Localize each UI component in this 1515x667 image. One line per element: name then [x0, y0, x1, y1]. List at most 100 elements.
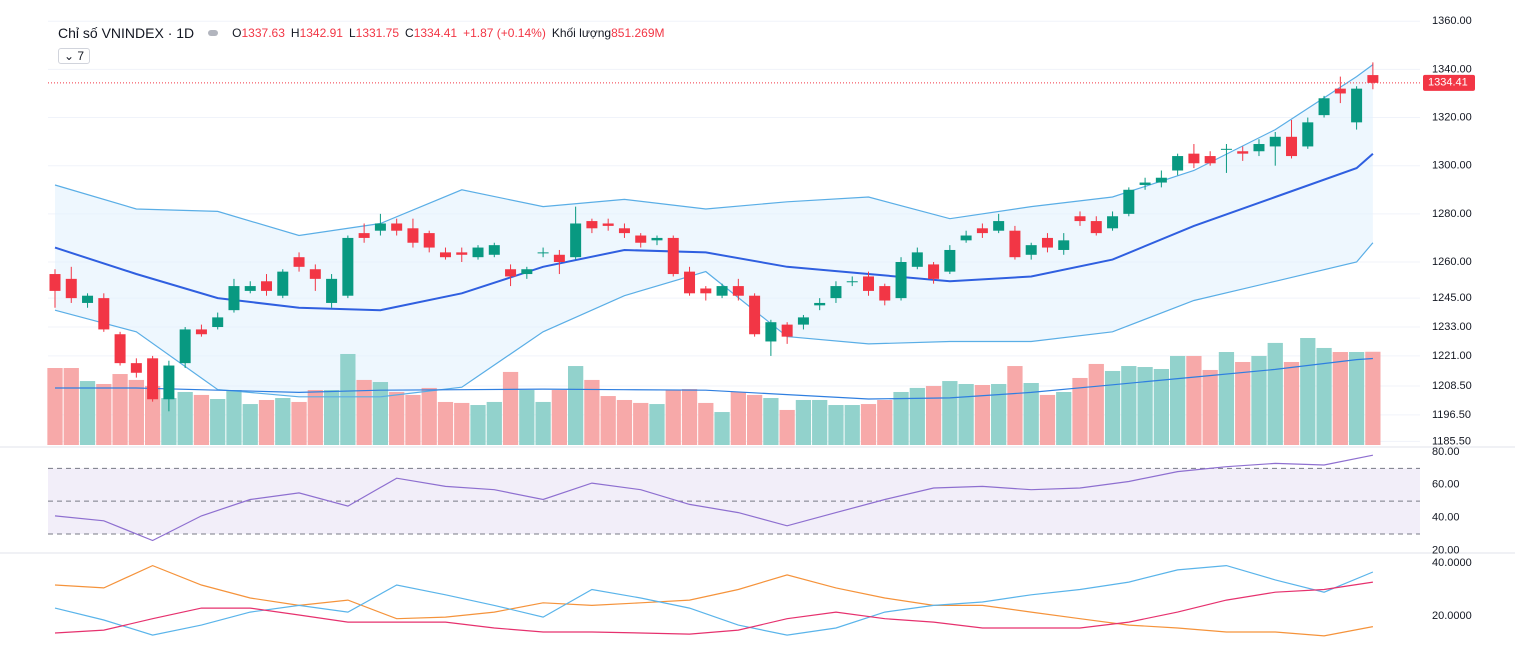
candle-body — [1074, 216, 1086, 222]
volume-bar — [893, 391, 909, 445]
volume-bar — [486, 401, 502, 445]
candle-body — [895, 262, 907, 299]
ohlc-key: O — [232, 26, 242, 40]
candle-body — [944, 249, 956, 272]
volume-bar — [128, 379, 144, 445]
volume-bar — [470, 405, 486, 445]
y-tick-label: 1320.00 — [1432, 111, 1472, 123]
candle-body — [618, 228, 630, 234]
candle-body — [863, 276, 874, 291]
ohlc-value: 1342.91 — [299, 26, 343, 40]
candle-body — [65, 278, 77, 299]
candle-body — [911, 252, 923, 267]
candle-body — [700, 288, 712, 294]
candle-body — [456, 252, 468, 255]
volume-bar — [1007, 366, 1023, 445]
candle-body — [846, 281, 858, 283]
candle-body — [716, 286, 728, 296]
y-tick-label: 60.00 — [1432, 479, 1460, 491]
y-tick-label: 1233.00 — [1432, 321, 1472, 333]
indicator-toggle[interactable]: ⌄ 7 — [58, 48, 91, 64]
candle-body — [1367, 75, 1379, 83]
volume-bar — [161, 398, 177, 445]
candle-body — [570, 223, 582, 258]
candle-body — [472, 247, 484, 258]
volume-bar — [437, 401, 454, 445]
volume-bar — [1072, 377, 1088, 445]
candle-body — [49, 274, 61, 291]
volume-bar — [860, 404, 877, 445]
candle-body — [505, 269, 517, 277]
volume-bar — [96, 383, 112, 445]
candle-body — [781, 324, 793, 337]
indicator-line — [54, 564, 1374, 636]
candle-body — [960, 235, 972, 241]
volume-bar — [535, 401, 551, 445]
volume-key: Khối lượng — [551, 26, 612, 40]
candle-body — [326, 278, 338, 303]
candle-body — [1139, 182, 1151, 185]
candle-body — [765, 322, 777, 342]
lower-line — [54, 242, 1374, 398]
volume-bar — [925, 385, 942, 445]
y-tick-label: 1360.00 — [1432, 15, 1472, 27]
candle-body — [976, 228, 988, 234]
candle-body — [1351, 88, 1363, 123]
candle-body — [439, 252, 451, 258]
candle-body — [1204, 156, 1216, 164]
y-tick-label: 1245.00 — [1432, 292, 1472, 304]
candle-body — [1220, 148, 1232, 150]
volume-bar — [844, 405, 860, 445]
candle-body — [1172, 156, 1184, 171]
last-price-label: 1334.41 — [1428, 77, 1468, 89]
volume-bar — [291, 401, 307, 445]
volume-bar — [258, 399, 275, 445]
candle-body — [1237, 151, 1249, 154]
candle-body — [651, 237, 663, 241]
volume-bar — [421, 387, 437, 445]
candle-body — [1009, 230, 1021, 258]
candle-body — [423, 233, 435, 248]
last-price-box — [1423, 74, 1475, 91]
volume-bar — [779, 409, 795, 445]
candle-body — [1318, 98, 1330, 116]
volume-bar — [763, 398, 779, 445]
volume-bar — [1153, 368, 1169, 445]
volume-bar — [47, 368, 63, 445]
volume-bar — [1202, 369, 1218, 445]
volume-bar — [1023, 383, 1039, 445]
volume-bar — [356, 379, 372, 445]
volume-bar — [1121, 366, 1137, 445]
candle-body — [1334, 88, 1346, 94]
volume-bar — [795, 399, 812, 445]
y-tick-label: 20.0000 — [1432, 610, 1472, 622]
volume-bar — [1056, 391, 1072, 445]
volume-bar — [746, 394, 763, 445]
volume-bar — [1104, 370, 1121, 445]
ohlc-value: 1331.75 — [355, 26, 400, 40]
candle-body — [1188, 153, 1200, 164]
volume-bar — [112, 374, 128, 445]
volume-bar — [79, 381, 96, 445]
volume-bar — [665, 390, 681, 445]
volume-bar — [275, 398, 291, 445]
volume-bar — [1137, 367, 1153, 445]
volume-bar — [1186, 355, 1202, 445]
candle-body — [488, 245, 500, 255]
volume-bar — [958, 383, 974, 445]
bollinger-fill — [55, 64, 1373, 397]
volume-bar — [1300, 337, 1316, 445]
candle-body — [521, 269, 533, 275]
candle-body — [1090, 221, 1102, 234]
candle-body — [358, 233, 370, 238]
candle-body — [1302, 122, 1314, 147]
volume-bar — [226, 390, 242, 445]
candle-body — [667, 237, 679, 275]
visibility-toggle[interactable] — [208, 30, 219, 36]
volume-bar — [600, 396, 616, 445]
candle-body — [830, 286, 842, 299]
volume-bar — [210, 399, 226, 445]
